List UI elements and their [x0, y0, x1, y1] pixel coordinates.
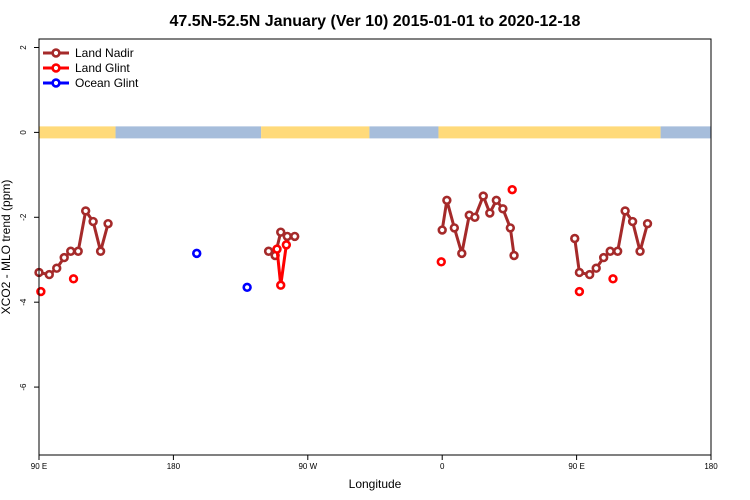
- data-point: [605, 246, 615, 256]
- y-axis: 2 0 -2 -4 -6: [19, 45, 39, 391]
- legend-marker: [51, 78, 61, 88]
- data-point: [635, 246, 645, 256]
- data-point: [612, 246, 623, 256]
- y-tick-label: 2: [19, 45, 28, 50]
- data-point: [449, 223, 460, 233]
- y-tick-label: -6: [19, 383, 28, 391]
- data-point: [281, 240, 292, 250]
- data-point: [591, 263, 601, 273]
- data-point: [507, 184, 517, 195]
- x-tick-label: 180: [704, 462, 718, 471]
- data-point: [436, 257, 446, 267]
- data-point: [574, 286, 585, 297]
- data-point: [282, 231, 292, 242]
- data-point: [44, 269, 54, 280]
- land-ocean-mask: [39, 126, 711, 139]
- mask-segment-ocean: [660, 126, 711, 139]
- x-tick-label: 90 W: [298, 462, 317, 471]
- legend-item: Ocean Glint: [43, 76, 139, 90]
- data-point: [66, 246, 76, 256]
- data-point: [570, 233, 580, 244]
- series-layer: [34, 184, 653, 297]
- x-axis: 90 E 180 90 W 0 90 E 180: [31, 455, 718, 471]
- data-point: [36, 286, 46, 297]
- data-point: [627, 216, 638, 227]
- series-ocean-glint: [192, 248, 252, 293]
- y-tick-label: 0: [19, 130, 28, 135]
- legend-label: Land Glint: [75, 61, 130, 75]
- mask-segment-land: [261, 126, 370, 139]
- data-point: [95, 246, 106, 256]
- data-point: [276, 280, 286, 290]
- data-point: [290, 231, 300, 242]
- data-point: [620, 206, 630, 216]
- data-point: [192, 248, 202, 259]
- mask-segment-land: [438, 126, 661, 139]
- y-tick-label: -2: [19, 213, 28, 221]
- mask-segment-ocean: [115, 126, 262, 139]
- legend-marker: [51, 63, 61, 73]
- data-point: [457, 248, 467, 259]
- series-land-glint: [36, 184, 618, 297]
- mask-segment-land: [39, 126, 116, 139]
- data-point: [470, 212, 480, 222]
- series-land-nadir: [34, 191, 653, 280]
- data-point: [574, 267, 585, 278]
- data-point: [88, 216, 98, 227]
- plot-frame: [38, 38, 712, 456]
- legend-item: Land Glint: [43, 61, 130, 75]
- data-point: [584, 269, 595, 280]
- legend-item: Land Nadir: [43, 46, 134, 60]
- data-point: [52, 263, 62, 273]
- data-point: [242, 282, 252, 293]
- data-point: [68, 274, 79, 284]
- legend-label: Ocean Glint: [75, 76, 139, 90]
- data-point: [80, 206, 91, 216]
- data-point: [276, 227, 286, 237]
- data-point: [272, 244, 282, 254]
- data-point: [485, 208, 495, 218]
- data-point: [598, 252, 609, 263]
- chart-title: 47.5N-52.5N January (Ver 10) 2015-01-01 …: [170, 13, 581, 30]
- data-point: [437, 225, 447, 235]
- data-point: [73, 246, 83, 256]
- data-point: [442, 195, 452, 206]
- x-tick-label: 0: [440, 462, 445, 471]
- data-point: [491, 195, 502, 206]
- data-point: [59, 252, 69, 263]
- y-axis-label: XCO2 - MLO trend (ppm): [0, 180, 13, 315]
- data-point: [509, 250, 519, 261]
- x-tick-label: 90 E: [568, 462, 584, 471]
- data-point: [478, 191, 488, 201]
- y-tick-label: -4: [19, 298, 28, 306]
- data-point: [505, 223, 516, 233]
- x-tick-label: 90 E: [31, 462, 47, 471]
- data-point: [263, 246, 274, 256]
- legend-label: Land Nadir: [75, 46, 134, 60]
- x-tick-label: 180: [167, 462, 181, 471]
- legend-marker: [51, 48, 61, 58]
- mask-segment-ocean: [369, 126, 439, 139]
- data-point: [642, 218, 653, 229]
- data-point: [103, 218, 113, 229]
- data-point: [498, 204, 508, 214]
- data-point: [608, 274, 618, 284]
- x-axis-label: Longitude: [349, 477, 402, 491]
